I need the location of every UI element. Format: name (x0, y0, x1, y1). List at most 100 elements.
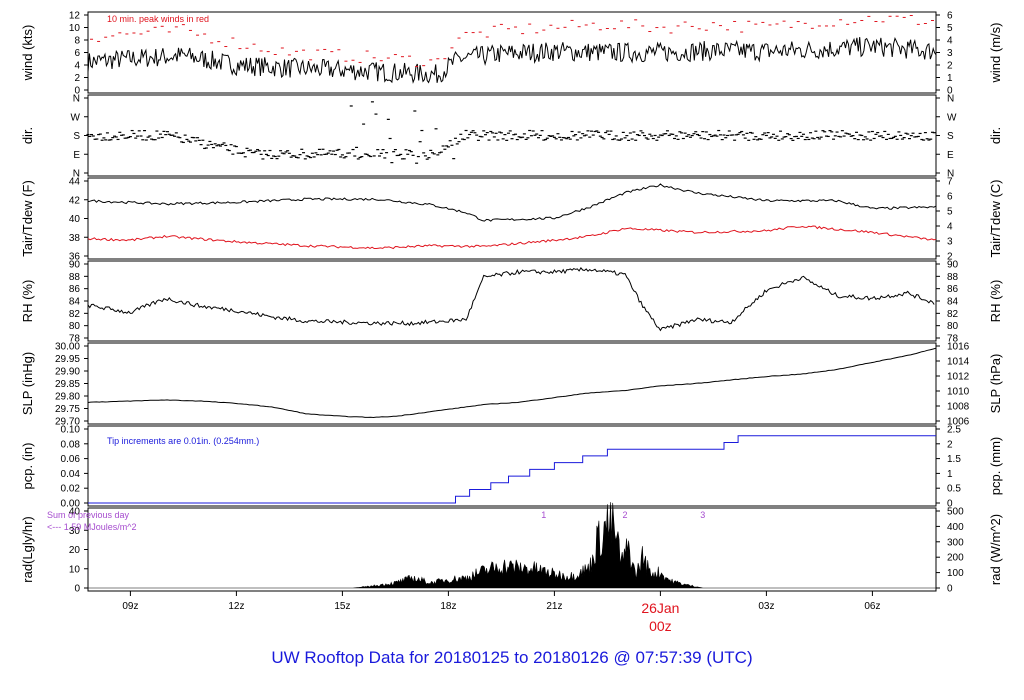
tdew-line (87, 225, 937, 250)
ylabel-left-temp: Tair/Tdew (F) (20, 180, 35, 257)
wind-peak-marks (90, 14, 934, 67)
ylabel-left-pcp: pcp. (in) (20, 443, 35, 490)
ylabel-right-temp: Tair/Tdew (C) (988, 179, 1003, 257)
rh-line (87, 267, 935, 332)
right-tick-label: 1 (947, 73, 953, 84)
ylabel-right-dir: dir. (988, 127, 1003, 144)
right-tick-label: 1 (947, 469, 953, 480)
panel-frame-slp (87, 342, 937, 425)
ylabel-left-dir: dir. (20, 127, 35, 144)
left-tick-label: 6 (74, 48, 80, 59)
left-tick-label: 80 (69, 321, 81, 332)
left-tick-label: 29.90 (55, 367, 80, 378)
slp-line (87, 347, 937, 419)
right-tick-label: 3 (947, 237, 953, 248)
x-tick-label: 18z (440, 601, 456, 612)
pcp-note: Tip increments are 0.01in. (0.254mm.) (107, 436, 259, 446)
ylabel-right-pcp: pcp. (mm) (988, 437, 1003, 496)
right-tick-label: 300 (947, 537, 964, 548)
left-tick-label: 29.95 (55, 354, 80, 365)
x-tick-label: 09z (122, 601, 138, 612)
wind-note: 10 min. peak winds in red (107, 14, 209, 24)
right-tick-label: 1.5 (947, 454, 961, 465)
ylabel-left-rad: rad(Lgly/hr) (20, 516, 35, 582)
left-tick-label: 0.00 (61, 499, 81, 510)
rad-note-1: Sum of previous day (47, 510, 130, 520)
left-tick-label: 29.80 (55, 392, 80, 403)
left-tick-label: 4 (74, 61, 80, 72)
right-tick-label: 90 (947, 260, 959, 271)
panel-frame-dir (87, 94, 937, 177)
left-tick-label: 36 (69, 252, 81, 263)
right-tick-label: 1014 (947, 357, 970, 368)
left-tick-label: 20 (69, 545, 81, 556)
right-tick-label: 6 (947, 11, 953, 22)
right-tick-label: 4 (947, 36, 953, 47)
left-tick-label: 0.06 (61, 454, 81, 465)
right-tick-label: 1006 (947, 417, 970, 428)
ylabel-left-rh: RH (%) (20, 280, 35, 323)
left-tick-label: 44 (69, 177, 81, 188)
left-tick-label: 8 (74, 36, 80, 47)
right-tick-label: 0.5 (947, 484, 961, 495)
right-tick-label: N (947, 94, 954, 105)
left-tick-label: N (73, 94, 80, 105)
right-tick-label: 1016 (947, 342, 970, 353)
ylabel-right-slp: SLP (hPa) (988, 354, 1003, 414)
ylabel-right-rad: rad (W/m^2) (988, 514, 1003, 585)
right-tick-label: 400 (947, 522, 964, 533)
left-tick-label: N (73, 169, 80, 180)
left-tick-label: 30 (69, 526, 81, 537)
right-tick-label: 1010 (947, 387, 970, 398)
left-tick-label: 0.10 (61, 425, 81, 436)
right-tick-label: 80 (947, 321, 959, 332)
left-tick-label: 90 (69, 260, 81, 271)
right-tick-label: 1008 (947, 402, 970, 413)
left-tick-label: S (73, 131, 80, 142)
ylabel-left-slp: SLP (inHg) (20, 352, 35, 415)
panel-frame-wind (87, 11, 937, 94)
x-tick-label: 03z (758, 601, 774, 612)
left-tick-label: 82 (69, 309, 81, 320)
right-tick-label: 100 (947, 568, 964, 579)
left-tick-label: 88 (69, 272, 81, 283)
rad-day-mark: 2 (623, 510, 628, 520)
right-tick-label: 5 (947, 23, 953, 34)
left-tick-label: 84 (69, 297, 81, 308)
left-tick-label: 10 (69, 23, 81, 34)
left-tick-label: 0.04 (61, 469, 81, 480)
left-tick-label: 2 (74, 73, 80, 84)
ylabel-right-wind: wind (m/s) (988, 23, 1003, 84)
direction-marks (86, 101, 936, 164)
right-tick-label: 7 (947, 177, 953, 188)
rad-day-mark: 3 (700, 510, 705, 520)
left-tick-label: 40 (69, 507, 81, 518)
right-tick-label: 1012 (947, 372, 970, 383)
right-tick-label: 82 (947, 309, 959, 320)
right-tick-label: 2.5 (947, 425, 961, 436)
panel-frame-pcp (87, 425, 937, 507)
left-tick-label: 10 (69, 564, 81, 575)
left-tick-label: 29.85 (55, 379, 80, 390)
left-tick-label: 0 (74, 584, 80, 595)
x-day-label: 26Jan (641, 600, 679, 616)
rad-area (88, 502, 936, 589)
x-tick-label: 21z (546, 601, 562, 612)
x-tick-label: 12z (228, 601, 244, 612)
ylabel-right-rh: RH (%) (988, 280, 1003, 323)
right-tick-label: S (947, 131, 954, 142)
right-tick-label: 4 (947, 222, 953, 233)
right-tick-label: 2 (947, 439, 953, 450)
left-tick-label: 86 (69, 284, 81, 295)
left-tick-label: 0.08 (61, 439, 81, 450)
right-tick-label: 0 (947, 86, 953, 97)
left-tick-label: 40 (69, 214, 81, 225)
left-tick-label: 38 (69, 233, 81, 244)
left-tick-label: 0 (74, 86, 80, 97)
x-tick-label: 06z (864, 601, 880, 612)
left-tick-label: 78 (69, 334, 81, 345)
right-tick-label: 500 (947, 507, 964, 518)
rad-day-mark: 1 (541, 510, 546, 520)
right-tick-label: W (947, 112, 957, 123)
